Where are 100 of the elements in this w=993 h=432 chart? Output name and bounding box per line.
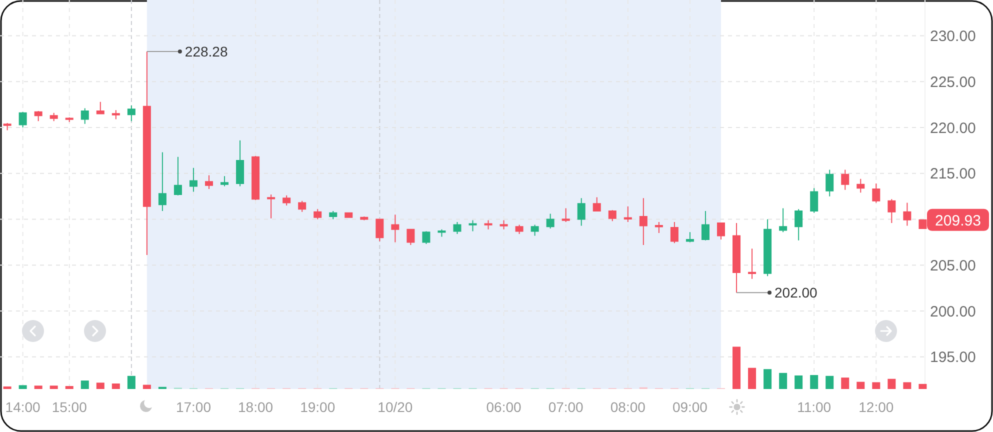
candlestick [530,224,539,236]
candlestick [794,208,803,241]
candlestick [34,110,42,122]
candlestick [236,140,244,187]
candlestick [686,232,694,243]
bar [841,378,850,389]
bar [96,382,104,389]
candlestick [639,198,648,246]
candlestick [577,198,586,226]
bar [810,375,818,389]
candlestick [592,196,601,212]
candlestick [189,167,198,192]
candlestick [468,220,477,232]
bar [732,346,741,389]
candlestick [80,108,89,124]
candlestick [872,182,880,204]
annotation: 202.00 [774,284,818,301]
bar [764,369,772,389]
candlestick [205,174,213,190]
candlestick [826,169,834,197]
bar [80,380,89,389]
candlestick [344,212,353,218]
candlestick [717,222,725,240]
candlestick [220,176,229,187]
bar [918,384,927,389]
bar [779,372,788,389]
bar [3,386,12,389]
candlestick [50,112,58,122]
y-tick-label: 200.00 [930,303,976,320]
annotation: 228.28 [184,43,228,60]
candlestick [654,222,663,234]
candlestick [624,206,632,223]
bar [872,382,880,389]
candlestick [376,218,384,242]
candlestick [3,122,12,131]
bar [34,386,42,389]
y-tick-label: 205.00 [930,257,976,274]
candlestick [252,155,260,201]
candlestick [112,110,120,120]
candlestick [329,210,338,220]
x-tick-label: 06:00 [486,399,522,415]
x-tick-label: 17:00 [176,399,212,415]
candlestick [453,222,462,234]
candlestick [670,222,678,244]
candlestick [18,111,27,128]
x-tick-label: 19:00 [300,399,336,415]
x-tick-label: 10/20 [378,399,413,415]
bar [748,368,756,389]
candlestick [391,214,400,243]
candlestick [888,198,896,224]
candlestick [282,194,291,206]
candlestick [298,200,306,212]
candlestick [779,208,788,233]
candlestick [841,169,850,190]
candlestick [422,230,430,245]
candlestick [515,224,524,234]
y-tick-label: 220.00 [930,120,976,137]
bar [826,376,834,389]
candlestick [96,101,104,114]
candlestick [142,51,151,256]
bar [888,378,896,389]
x-tick-label: 07:00 [548,399,584,415]
candlestick [856,178,865,194]
candlestick [546,213,554,229]
candlestick [406,228,415,246]
bar [856,382,865,389]
x-tick-label: 18:00 [238,399,274,415]
bar [903,382,912,389]
bar [50,386,58,389]
candlestick [174,156,182,196]
bar [127,376,136,389]
y-tick-label: 230.00 [930,28,976,46]
candlestick [158,152,166,212]
candlestick [360,216,368,221]
bar [794,375,803,389]
candlestick [484,220,492,230]
y-tick-label: 225.00 [930,74,976,91]
text: 209.93 [935,212,981,230]
candlestick [701,210,710,241]
x-tick-label: 14:00 [5,399,41,415]
candlestick [903,202,912,226]
x-tick-label: 11:00 [797,399,832,415]
bar [142,384,151,389]
candlestick [500,220,508,230]
y-tick-label: 195.00 [930,349,976,366]
y-tick-label: 215.00 [930,166,976,183]
candlestick [608,210,616,222]
bar [18,385,27,389]
x-tick-label: 09:00 [672,399,708,415]
candlestick [810,188,818,214]
x-tick-label: 12:00 [858,399,894,415]
candlestick [764,218,772,277]
candlestick [732,222,741,294]
bar [112,384,120,389]
bar [65,386,74,389]
candlestick [267,194,276,219]
x-tick-label: 08:00 [610,399,646,415]
candlestick [438,228,446,238]
candlestick [65,116,74,123]
candlestick [314,208,322,220]
